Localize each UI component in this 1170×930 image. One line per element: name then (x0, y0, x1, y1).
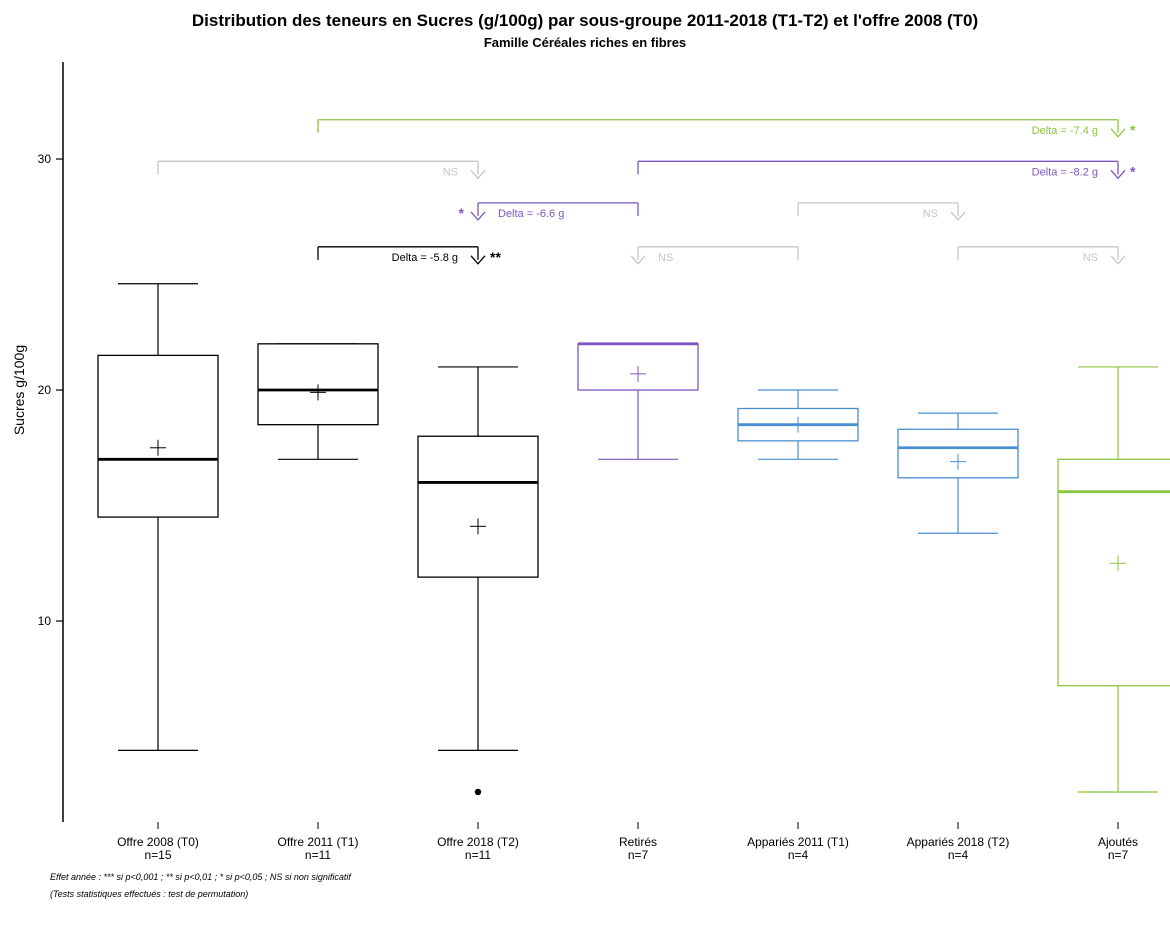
chart-title: Distribution des teneurs en Sucres (g/10… (191, 11, 979, 30)
bracket-label: NS (443, 166, 458, 178)
box-iqr (417, 435, 539, 578)
x-tick-label-2: Offre 2011 (T1) (278, 835, 359, 849)
box-layer (97, 283, 1170, 796)
x-tick-count-5: n=4 (788, 848, 809, 862)
box-group-1 (97, 283, 219, 751)
x-tick-count-3: n=11 (465, 848, 491, 862)
comparison-bracket-5: Delta = -7.4 g * (317, 119, 1136, 138)
comparison-bracket-2: Delta = -6.6 g * (459, 202, 639, 221)
x-tick-count-6: n=4 (948, 848, 969, 862)
box-iqr (897, 428, 1019, 479)
y-tick-label-20: 20 (38, 383, 52, 397)
comparison-bracket-4: Delta = -8.2 g * (637, 160, 1136, 180)
bracket-arrow (1110, 169, 1126, 180)
x-tick-label-7: Ajoutés (1098, 835, 1138, 849)
x-tick-label-5: Appariés 2011 (T1) (747, 835, 849, 849)
box-group-7 (1057, 366, 1170, 793)
chart-subtitle: Famille Céréales riches en fibres (483, 35, 687, 50)
significance-stars: * (1130, 122, 1136, 138)
box-group-5 (737, 389, 859, 460)
x-tick-label-3: Offre 2018 (T2) (437, 835, 519, 849)
bracket-label: Delta = -8.2 g (1032, 166, 1098, 178)
bracket-label: Delta = -5.8 g (392, 252, 458, 264)
box-iqr (97, 354, 219, 518)
footnote-significance: Effet année : *** si p<0,001 ; ** si p<0… (50, 872, 351, 882)
box-group-3 (417, 366, 539, 796)
x-tick-count-4: n=7 (628, 848, 649, 862)
comparison-bracket-1: Delta = -5.8 g ** (317, 246, 501, 265)
bracket-arrow (1110, 128, 1126, 138)
significance-stars: * (459, 205, 465, 221)
y-axis-label: Sucres g/100g (11, 345, 27, 435)
box-iqr (1057, 458, 1170, 687)
comparison-layer: Delta = -5.8 g **Delta = -6.6 g*NS Delta =… (157, 119, 1136, 265)
bracket-label: NS (1083, 252, 1098, 264)
box-group-6 (897, 412, 1019, 534)
comparison-bracket-8: NS (957, 246, 1126, 265)
comparison-bracket-7: NS (797, 202, 966, 221)
bracket-arrow (470, 169, 486, 180)
y-tick-label-10: 10 (38, 614, 52, 628)
footnote-test-method: (Tests statistiques effectués : test de … (50, 889, 249, 899)
axis-layer: 10 20 30 Sucres g/100g (11, 62, 64, 822)
bracket-label: Delta = -7.4 g (1032, 125, 1098, 137)
bracket-arrow (470, 255, 486, 265)
x-tick-count-7: n=7 (1108, 848, 1129, 862)
significance-stars: * (1130, 163, 1136, 179)
x-tick-count-1: n=15 (144, 848, 171, 862)
box-iqr (257, 343, 379, 426)
box-group-4 (577, 342, 699, 460)
bracket-arrow (950, 211, 966, 221)
x-tick-count-2: n=11 (305, 848, 331, 862)
bracket-arrow (630, 255, 646, 265)
comparison-bracket-6: NS (630, 246, 799, 265)
x-tick-label-1: Offre 2008 (T0) (117, 835, 199, 849)
outlier-point-1 (474, 788, 482, 796)
bracket-arrow (470, 211, 486, 221)
bracket-label: Delta = -6.6 g (498, 208, 564, 220)
y-tick-label-30: 30 (38, 152, 52, 166)
comparison-bracket-3: NS (157, 160, 486, 180)
bracket-label: NS (658, 252, 673, 264)
x-tick-label-6: Appariés 2018 (T2) (907, 835, 1010, 849)
box-group-2 (257, 343, 379, 460)
x-tick-label-4: Retirés (619, 835, 657, 849)
bracket-arrow (1110, 255, 1126, 265)
significance-stars: ** (490, 249, 501, 265)
bracket-label: NS (923, 208, 938, 220)
